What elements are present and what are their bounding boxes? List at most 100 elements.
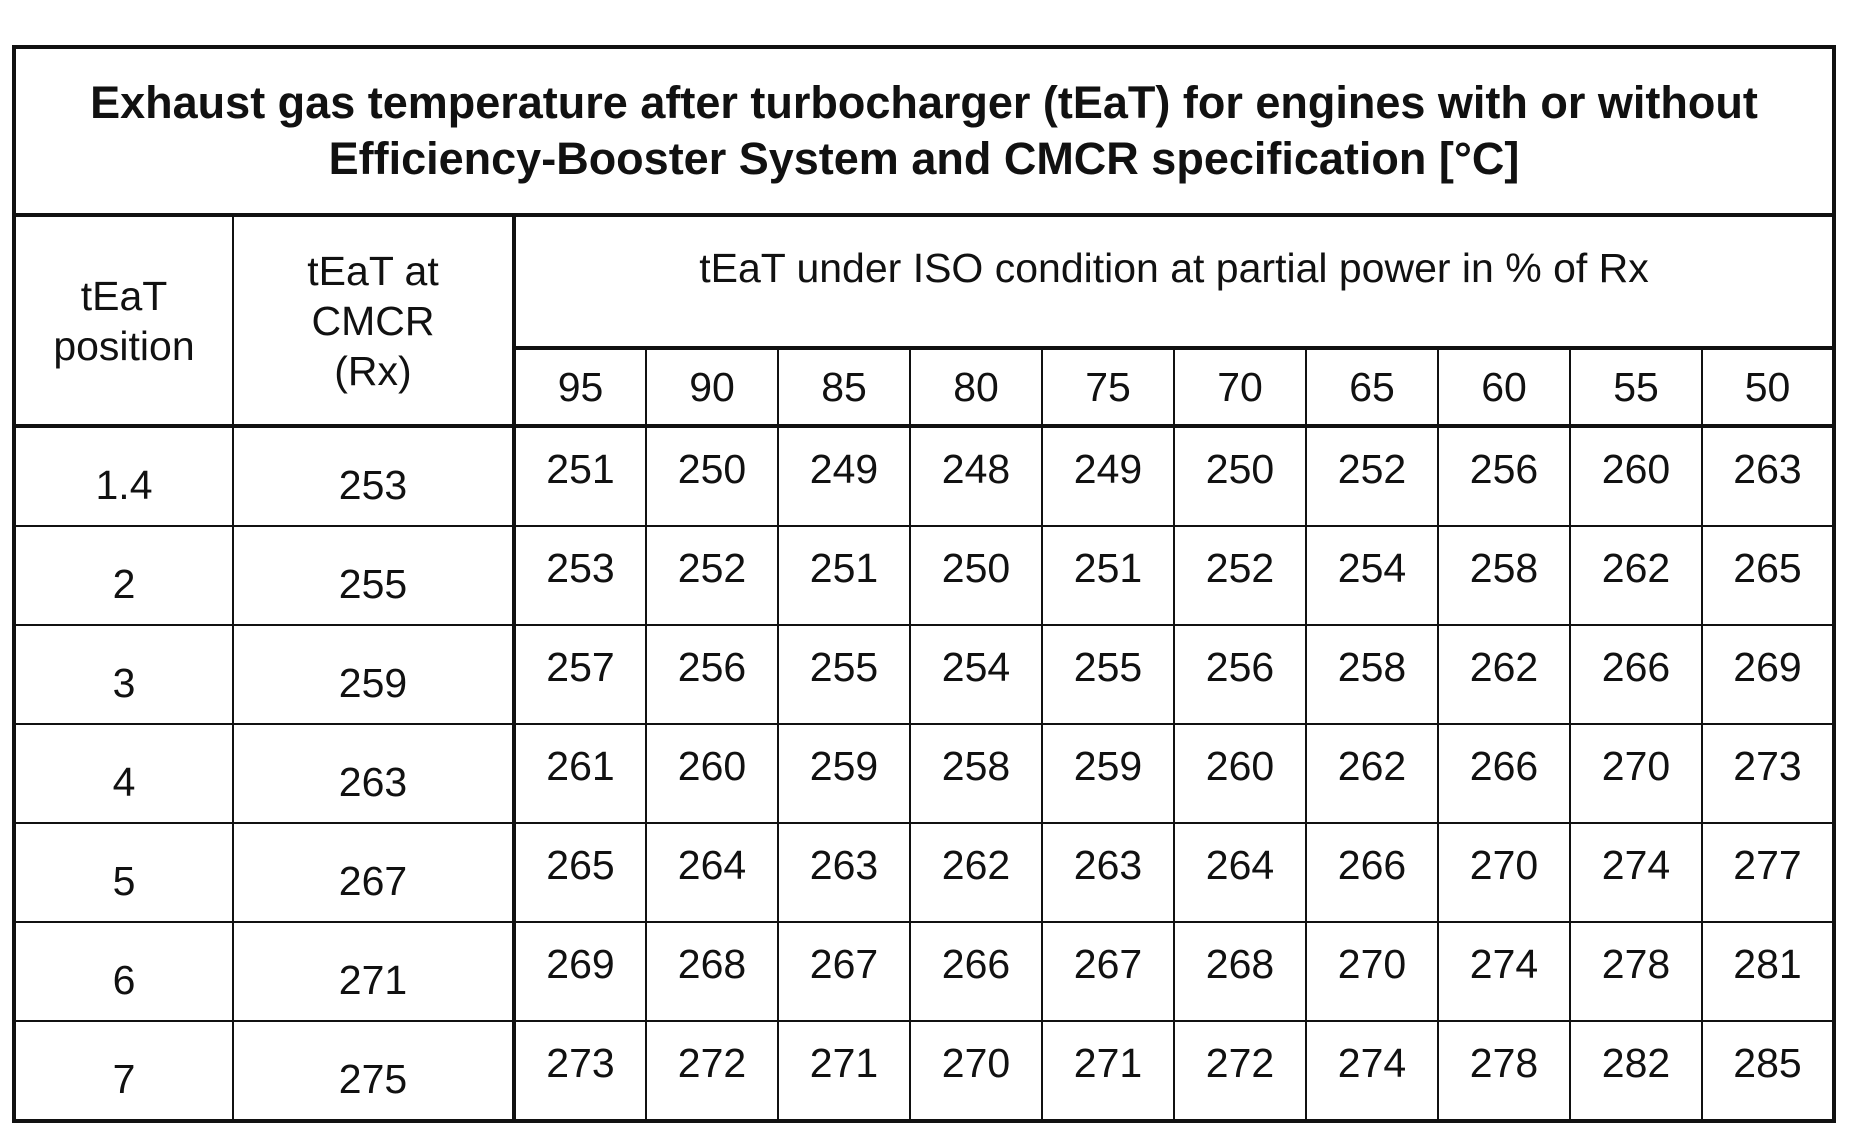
value-cell: 281 xyxy=(1701,921,1835,1022)
position-cell: 1.4 xyxy=(13,425,234,527)
value-cell: 258 xyxy=(1305,624,1439,725)
value-cell: 269 xyxy=(1701,624,1835,725)
value-cell: 251 xyxy=(513,425,647,527)
load-header: 60 xyxy=(1437,347,1571,427)
cmcr-cell: 263 xyxy=(232,723,516,824)
value-cell: 264 xyxy=(645,822,779,923)
position-cell: 7 xyxy=(13,1020,234,1122)
value-cell: 271 xyxy=(777,1020,911,1122)
table-body: 1.4 253 251 250 249 248 249 250 252 256 260 263 2 255… xyxy=(13,425,1835,1122)
value-cell: 258 xyxy=(1437,525,1571,626)
value-cell: 272 xyxy=(645,1020,779,1122)
value-cell: 253 xyxy=(513,525,647,626)
value-cell: 278 xyxy=(1437,1020,1571,1122)
value-cell: 250 xyxy=(1173,425,1307,527)
value-cell: 252 xyxy=(1305,425,1439,527)
value-cell: 256 xyxy=(1173,624,1307,725)
temperature-table: Exhaust gas temperature after turbocharg… xyxy=(12,45,1836,1123)
position-cell: 3 xyxy=(13,624,234,725)
value-cell: 262 xyxy=(1437,624,1571,725)
table-row: 3 259 257 256 255 254 255 256 258 262 266 269 xyxy=(13,624,1835,725)
value-cell: 270 xyxy=(909,1020,1043,1122)
value-cell: 266 xyxy=(1437,723,1571,824)
position-cell: 2 xyxy=(13,525,234,626)
value-cell: 277 xyxy=(1701,822,1835,923)
value-cell: 260 xyxy=(645,723,779,824)
value-cell: 254 xyxy=(909,624,1043,725)
value-cell: 266 xyxy=(1305,822,1439,923)
position-header: tEaT position xyxy=(13,214,234,427)
table-row: 4 263 261 260 259 258 259 260 262 266 270 273 xyxy=(13,723,1835,824)
cmcr-header: tEaT at CMCR (Rx) xyxy=(232,214,516,427)
load-header: 50 xyxy=(1701,347,1835,427)
cmcr-cell: 253 xyxy=(232,425,516,527)
value-cell: 257 xyxy=(513,624,647,725)
value-cell: 265 xyxy=(1701,525,1835,626)
value-cell: 274 xyxy=(1305,1020,1439,1122)
value-cell: 282 xyxy=(1569,1020,1703,1122)
cmcr-cell: 255 xyxy=(232,525,516,626)
value-cell: 268 xyxy=(645,921,779,1022)
value-cell: 263 xyxy=(777,822,911,923)
value-cell: 274 xyxy=(1437,921,1571,1022)
value-cell: 270 xyxy=(1305,921,1439,1022)
table-row: 6 271 269 268 267 266 267 268 270 274 278 281 xyxy=(13,921,1835,1022)
value-cell: 278 xyxy=(1569,921,1703,1022)
value-cell: 262 xyxy=(1569,525,1703,626)
value-cell: 263 xyxy=(1701,425,1835,527)
cmcr-cell: 267 xyxy=(232,822,516,923)
table-row: 1.4 253 251 250 249 248 249 250 252 256 260 263 xyxy=(13,425,1835,527)
value-cell: 270 xyxy=(1437,822,1571,923)
value-cell: 250 xyxy=(645,425,779,527)
value-cell: 263 xyxy=(1041,822,1175,923)
value-cell: 248 xyxy=(909,425,1043,527)
value-cell: 273 xyxy=(1701,723,1835,824)
value-cell: 268 xyxy=(1173,921,1307,1022)
partial-header: tEaT under ISO condition at partial powe… xyxy=(513,214,1835,350)
load-header: 55 xyxy=(1569,347,1703,427)
value-cell: 249 xyxy=(777,425,911,527)
value-cell: 272 xyxy=(1173,1020,1307,1122)
value-cell: 256 xyxy=(1437,425,1571,527)
value-cell: 271 xyxy=(1041,1020,1175,1122)
position-cell: 5 xyxy=(13,822,234,923)
value-cell: 274 xyxy=(1569,822,1703,923)
value-cell: 267 xyxy=(777,921,911,1022)
table-row: 5 267 265 264 263 262 263 264 266 270 274 277 xyxy=(13,822,1835,923)
value-cell: 270 xyxy=(1569,723,1703,824)
table-row: 2 255 253 252 251 250 251 252 254 258 262 265 xyxy=(13,525,1835,626)
value-cell: 255 xyxy=(1041,624,1175,725)
value-cell: 285 xyxy=(1701,1020,1835,1122)
value-cell: 255 xyxy=(777,624,911,725)
load-header: 75 xyxy=(1041,347,1175,427)
load-header-row: 95 90 85 80 75 70 65 60 55 50 xyxy=(14,347,1835,427)
value-cell: 265 xyxy=(513,822,647,923)
value-cell: 249 xyxy=(1041,425,1175,527)
value-cell: 261 xyxy=(513,723,647,824)
page: Exhaust gas temperature after turbocharg… xyxy=(12,45,1836,1123)
value-cell: 260 xyxy=(1173,723,1307,824)
value-cell: 264 xyxy=(1173,822,1307,923)
load-header: 65 xyxy=(1305,347,1439,427)
value-cell: 252 xyxy=(645,525,779,626)
value-cell: 250 xyxy=(909,525,1043,626)
value-cell: 251 xyxy=(777,525,911,626)
value-cell: 260 xyxy=(1569,425,1703,527)
value-cell: 254 xyxy=(1305,525,1439,626)
value-cell: 259 xyxy=(777,723,911,824)
load-header: 90 xyxy=(645,347,779,427)
cmcr-cell: 275 xyxy=(232,1020,516,1122)
value-cell: 262 xyxy=(1305,723,1439,824)
table-title: Exhaust gas temperature after turbocharg… xyxy=(13,46,1835,217)
position-cell: 6 xyxy=(13,921,234,1022)
load-header: 70 xyxy=(1173,347,1307,427)
value-cell: 267 xyxy=(1041,921,1175,1022)
value-cell: 258 xyxy=(909,723,1043,824)
load-header: 95 xyxy=(513,347,647,427)
value-cell: 266 xyxy=(1569,624,1703,725)
table-row: 7 275 273 272 271 270 271 272 274 278 282 285 xyxy=(13,1020,1835,1122)
cmcr-cell: 259 xyxy=(232,624,516,725)
value-cell: 256 xyxy=(645,624,779,725)
position-cell: 4 xyxy=(13,723,234,824)
cmcr-cell: 271 xyxy=(232,921,516,1022)
